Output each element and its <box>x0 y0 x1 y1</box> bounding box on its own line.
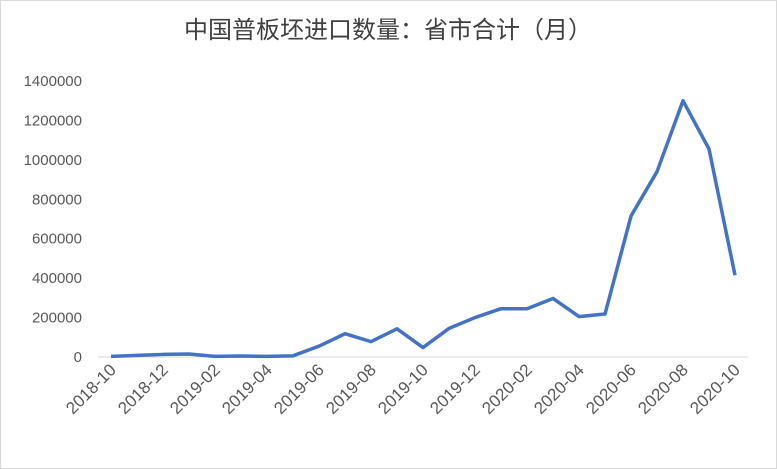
y-tick-label: 400000 <box>32 270 82 287</box>
y-tick-label: 1200000 <box>24 112 82 129</box>
y-tick-label: 800000 <box>32 191 82 208</box>
y-tick-label: 600000 <box>32 231 82 248</box>
y-tick-label: 1000000 <box>24 152 82 169</box>
chart-title: 中国普板坯进口数量：省市合计（月） <box>184 16 592 44</box>
y-tick-label: 1400000 <box>24 73 82 90</box>
y-tick-label: 0 <box>74 349 82 366</box>
line <box>110 98 737 359</box>
y-tick-label: 200000 <box>32 310 82 327</box>
